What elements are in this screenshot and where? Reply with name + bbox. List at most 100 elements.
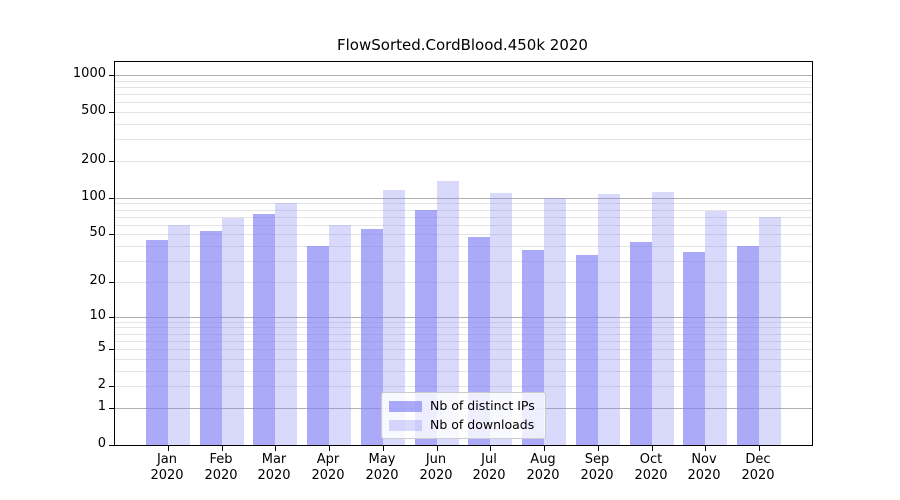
x-tick-year: 2020 — [580, 468, 614, 483]
x-tick-label-aug: Aug 2020 — [511, 452, 575, 484]
legend-item-distinct-ips: Nb of distinct IPs — [389, 399, 535, 413]
x-tick-label-sep: Sep 2020 — [565, 452, 629, 484]
x-tick — [383, 446, 384, 451]
x-tick-label-oct: Oct 2020 — [619, 452, 683, 484]
x-tick-month: Oct — [639, 452, 663, 467]
bar-nb-of-downloads-sep — [598, 194, 620, 445]
gridline-minor — [115, 217, 812, 218]
x-tick-year: 2020 — [419, 468, 453, 483]
x-tick-year: 2020 — [365, 468, 399, 483]
x-tick-label-nov: Nov 2020 — [672, 452, 736, 484]
x-tick-year: 2020 — [150, 468, 184, 483]
x-tick-month: Jun — [425, 452, 447, 467]
x-tick-month: Mar — [261, 452, 287, 467]
bar-nb-of-distinct-ips-mar — [253, 214, 275, 445]
x-tick-year: 2020 — [257, 468, 291, 483]
bar-nb-of-downloads-feb — [222, 218, 244, 445]
bar-nb-of-downloads-apr — [329, 225, 351, 445]
gridline-minor — [115, 327, 812, 328]
y-tick — [109, 112, 114, 113]
x-tick — [705, 446, 706, 451]
x-tick-label-may: May 2020 — [350, 452, 414, 484]
x-tick-label-dec: Dec 2020 — [726, 452, 790, 484]
gridline-minor — [115, 234, 812, 235]
bar-nb-of-downloads-may — [383, 190, 405, 445]
x-tick-year: 2020 — [526, 468, 560, 483]
bar-nb-of-downloads-dec — [759, 217, 781, 445]
bar-nb-of-downloads-mar — [275, 203, 297, 445]
bar-nb-of-downloads-aug — [544, 198, 566, 445]
y-tick-label-50: 50 — [89, 225, 106, 240]
gridline-minor — [115, 282, 812, 283]
y-tick-label-500: 500 — [81, 103, 106, 118]
plot-area: Nb of distinct IPs Nb of downloads — [109, 61, 813, 451]
x-tick-month: Jul — [481, 452, 497, 467]
legend-label-downloads: Nb of downloads — [430, 417, 535, 432]
y-tick-label-1: 1 — [97, 399, 106, 414]
bar-nb-of-distinct-ips-nov — [683, 252, 705, 445]
legend-label-distinct-ips: Nb of distinct IPs — [430, 398, 535, 413]
bar-nb-of-downloads-jul — [490, 193, 512, 445]
x-tick-label-apr: Apr 2020 — [296, 452, 360, 484]
legend-swatch-downloads — [389, 419, 422, 431]
bar-nb-of-downloads-nov — [705, 211, 727, 445]
x-tick-month: Feb — [209, 452, 233, 467]
x-tick — [759, 446, 760, 451]
x-tick-year: 2020 — [311, 468, 345, 483]
x-tick-label-feb: Feb 2020 — [189, 452, 253, 484]
gridline-minor — [115, 334, 812, 335]
chart-title: FlowSorted.CordBlood.450k 2020 — [337, 36, 588, 54]
gridline-minor — [115, 81, 812, 82]
y-tick — [109, 445, 114, 446]
y-tick — [109, 75, 114, 76]
gridline-minor — [115, 210, 812, 211]
x-tick — [222, 446, 223, 451]
x-tick — [437, 446, 438, 451]
bar-nb-of-distinct-ips-jun — [415, 210, 437, 445]
y-tick-label-20: 20 — [89, 273, 106, 288]
x-tick-label-mar: Mar 2020 — [242, 452, 306, 484]
gridline-minor — [115, 386, 812, 387]
x-tick-month: Jan — [156, 452, 178, 467]
gridline-minor — [115, 161, 812, 162]
gridline-minor — [115, 371, 812, 372]
gridline-minor — [115, 225, 812, 226]
x-tick — [490, 446, 491, 451]
legend-item-downloads: Nb of downloads — [389, 418, 535, 432]
legend: Nb of distinct IPs Nb of downloads — [381, 392, 546, 439]
legend-swatch-distinct-ips — [389, 400, 422, 412]
bar-nb-of-distinct-ips-may — [361, 229, 383, 445]
gridline-major — [115, 198, 812, 199]
x-tick — [598, 446, 599, 451]
gridline-minor — [115, 102, 812, 103]
x-tick — [544, 446, 545, 451]
y-tick — [109, 282, 114, 283]
y-tick — [109, 386, 114, 387]
y-tick — [109, 234, 114, 235]
x-tick-year: 2020 — [741, 468, 775, 483]
x-tick-year: 2020 — [204, 468, 238, 483]
x-tick — [275, 446, 276, 451]
y-tick — [109, 317, 114, 318]
gridline-minor — [115, 139, 812, 140]
x-tick-month: Sep — [584, 452, 610, 467]
x-tick — [168, 446, 169, 451]
y-tick-label-0: 0 — [97, 436, 106, 451]
x-tick — [652, 446, 653, 451]
gridline-minor — [115, 246, 812, 247]
x-tick-month: Aug — [530, 452, 556, 467]
gridline-minor — [115, 261, 812, 262]
y-tick-label-100: 100 — [81, 189, 106, 204]
x-tick-month: Dec — [745, 452, 771, 467]
y-tick — [109, 198, 114, 199]
x-tick-year: 2020 — [634, 468, 668, 483]
gridline-minor — [115, 112, 812, 113]
x-tick-label-jun: Jun 2020 — [404, 452, 468, 484]
x-tick-month: May — [368, 452, 396, 467]
y-tick-label-2: 2 — [97, 377, 106, 392]
bar-nb-of-downloads-jan — [168, 225, 190, 445]
y-tick-label-10: 10 — [89, 308, 106, 323]
x-tick-label-jul: Jul 2020 — [457, 452, 521, 484]
y-tick — [109, 408, 114, 409]
